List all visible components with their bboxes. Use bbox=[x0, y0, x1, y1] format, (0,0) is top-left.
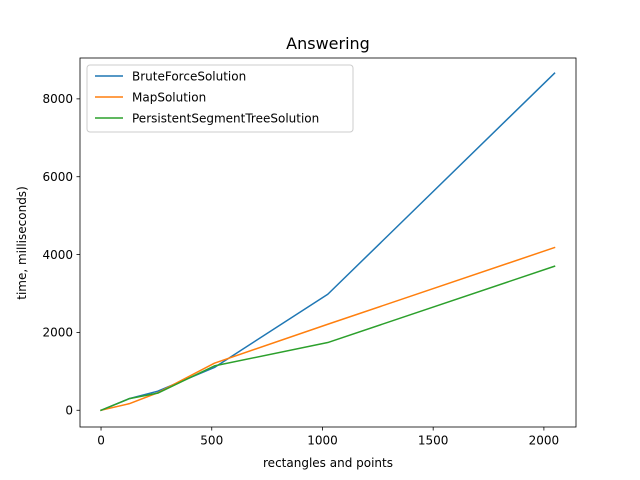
plot-lines bbox=[100, 72, 556, 412]
legend-box bbox=[86, 64, 354, 133]
x-tick-label: 1000 bbox=[307, 434, 338, 448]
x-tick-label: 0 bbox=[97, 434, 105, 448]
series-line-1 bbox=[100, 246, 556, 412]
legend: BruteForceSolution MapSolution PersistentS… bbox=[86, 64, 354, 133]
x-tick-label: 500 bbox=[200, 434, 223, 448]
plot-frame bbox=[79, 57, 577, 428]
y-tick-label: 0 bbox=[65, 403, 73, 417]
series-line-2 bbox=[100, 265, 556, 412]
legend-label-1: MapSolution bbox=[132, 90, 206, 104]
chart-title: Answering bbox=[286, 34, 370, 53]
axes: 0 500 1000 1500 2000 0 2000 4000 6000 8000 bbox=[42, 57, 577, 448]
legend-label-2: PersistentSegmentTreeSolution bbox=[132, 111, 319, 125]
y-tick-label: 6000 bbox=[42, 170, 73, 184]
x-tick-label: 2000 bbox=[529, 434, 560, 448]
y-tick-label: 8000 bbox=[42, 92, 73, 106]
legend-label-0: BruteForceSolution bbox=[132, 69, 246, 83]
y-tick-label: 2000 bbox=[42, 326, 73, 340]
y-axis-label: time, milliseconds) bbox=[15, 186, 29, 300]
x-axis-label: rectangles and points bbox=[263, 456, 393, 470]
y-tick-label: 4000 bbox=[42, 248, 73, 262]
x-tick-label: 1500 bbox=[418, 434, 449, 448]
